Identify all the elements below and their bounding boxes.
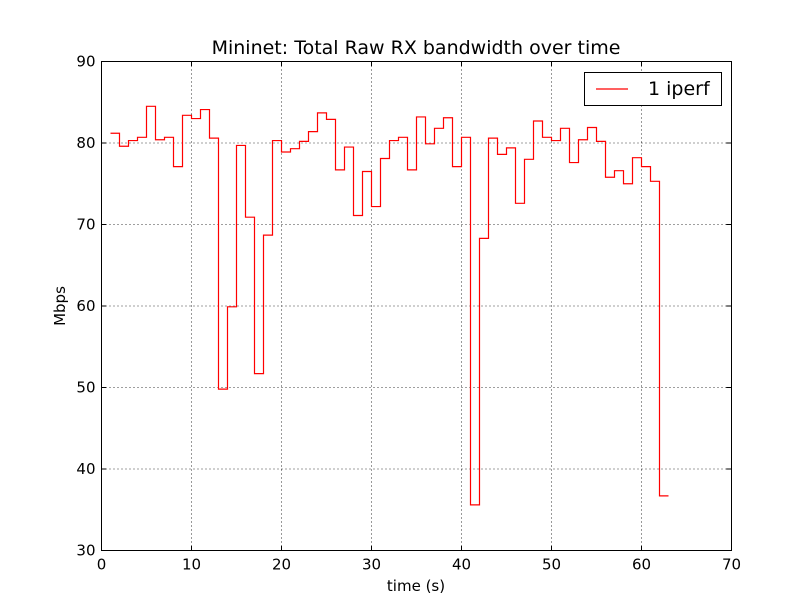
- y-tick-label: 30: [76, 542, 95, 560]
- x-tick-label: 30: [362, 556, 381, 574]
- ticks: 0 10 20 30 40 50 60 70 30 40 50 60 70 80 90: [76, 53, 741, 574]
- y-tick-label: 70: [76, 216, 95, 234]
- y-tick-label: 60: [76, 297, 95, 315]
- x-axis-label: time (s): [387, 577, 445, 595]
- x-tick-label: 20: [272, 556, 291, 574]
- y-tick-label: 80: [76, 134, 95, 152]
- x-tick-label: 0: [97, 556, 107, 574]
- x-tick-label: 70: [722, 556, 741, 574]
- chart-title: Mininet: Total Raw RX bandwidth over tim…: [212, 37, 621, 59]
- grid: [101, 61, 732, 551]
- y-axis-label: Mbps: [51, 286, 69, 326]
- y-tick-label: 90: [76, 53, 95, 71]
- x-tick-label: 50: [542, 556, 561, 574]
- y-tick-label: 50: [76, 379, 95, 397]
- y-tick-label: 40: [76, 460, 95, 478]
- series-line: [110, 105, 669, 506]
- legend-label: 1 iperf: [648, 78, 711, 100]
- x-tick-label: 40: [452, 556, 471, 574]
- series-layer: [110, 105, 669, 506]
- x-tick-label: 60: [632, 556, 651, 574]
- x-tick-label: 10: [182, 556, 201, 574]
- legend: 1 iperf: [584, 72, 722, 106]
